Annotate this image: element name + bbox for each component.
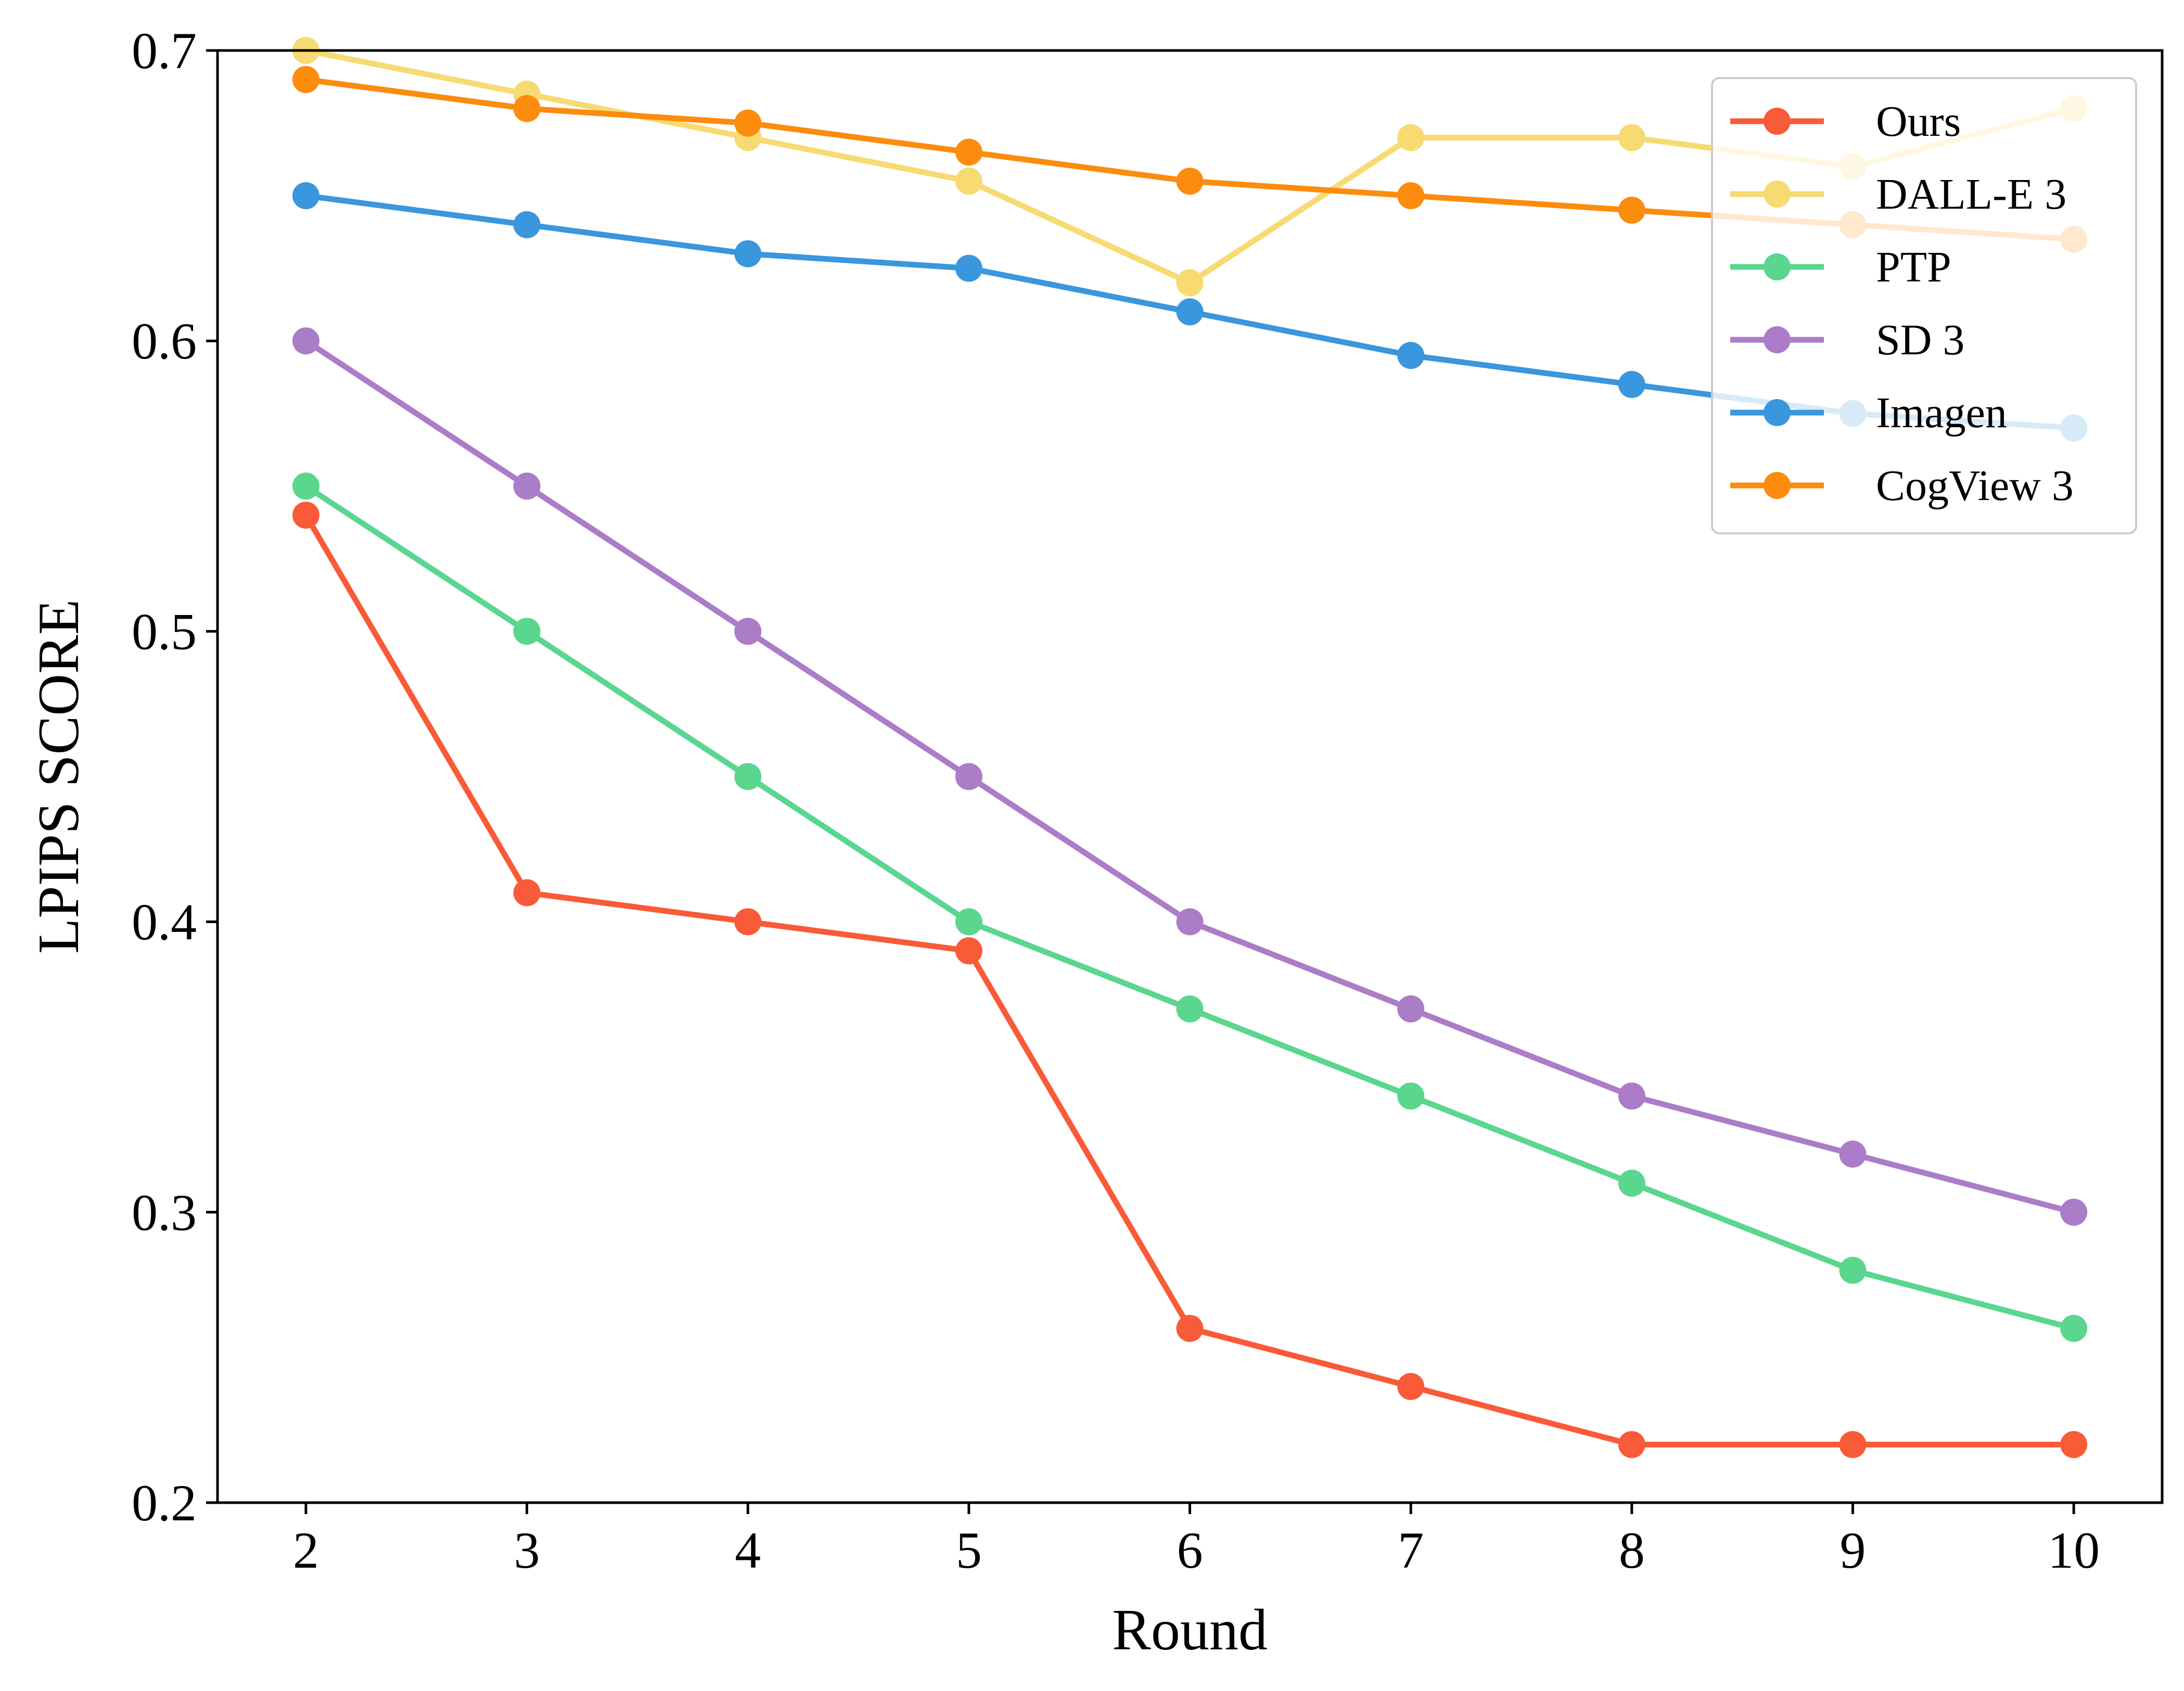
series-ptp [292, 472, 2088, 1342]
data-point [1176, 269, 1204, 297]
series-line [303, 512, 2077, 1447]
legend-label: DALL-E 3 [1876, 170, 2066, 219]
data-point [1618, 1431, 1645, 1458]
x-tick-label: 10 [2048, 1521, 2100, 1579]
legend-marker [1764, 399, 1791, 426]
y-axis: 0.2 0.3 0.4 0.5 0.6 0.7 [132, 22, 218, 1532]
data-point [292, 66, 320, 93]
series-ours [292, 502, 2088, 1458]
x-tick-label: 9 [1840, 1521, 1866, 1579]
data-point [955, 937, 982, 965]
y-tick-label: 0.2 [132, 1474, 197, 1532]
data-point [734, 618, 762, 645]
data-point [1618, 1082, 1645, 1110]
data-point [955, 908, 982, 936]
data-point [513, 472, 541, 500]
data-point [734, 240, 762, 267]
x-tick-label: 6 [1177, 1521, 1203, 1579]
data-point [1397, 124, 1425, 151]
y-tick-label: 0.7 [132, 22, 197, 80]
data-point [1618, 124, 1645, 151]
data-point [2060, 1431, 2088, 1458]
legend-marker [1764, 108, 1791, 135]
data-point [292, 327, 320, 355]
data-point [734, 109, 762, 137]
legend-item: Imagen [1730, 389, 2007, 437]
data-point [2060, 1198, 2088, 1226]
data-point [1397, 182, 1425, 210]
data-point [1397, 1373, 1425, 1400]
legend-item: CogView 3 [1730, 462, 2074, 510]
data-point [955, 168, 982, 195]
legend-marker [1764, 253, 1791, 280]
data-point [292, 502, 320, 529]
x-tick-label: 2 [293, 1521, 319, 1579]
x-axis-title: Round [1112, 1598, 1268, 1662]
data-point [513, 211, 541, 238]
x-tick-label: 4 [735, 1521, 761, 1579]
legend-label: Imagen [1876, 389, 2007, 437]
data-point [292, 472, 320, 500]
data-point [1176, 908, 1204, 936]
data-point [2060, 1315, 2088, 1342]
data-point [1397, 342, 1425, 369]
data-point [1176, 995, 1204, 1023]
data-point [1618, 197, 1645, 224]
data-point [1397, 1082, 1425, 1110]
data-point [1176, 298, 1204, 326]
x-tick-label: 3 [514, 1521, 540, 1579]
legend-item: Ours [1730, 97, 1961, 146]
data-point [1839, 1431, 1867, 1458]
y-tick-label: 0.4 [132, 893, 197, 951]
data-point [1397, 995, 1425, 1023]
y-axis-title: LPIPS SCORE [27, 599, 91, 954]
legend-item: PTP [1730, 243, 1951, 291]
x-axis: 2 3 4 5 6 7 8 9 10 [293, 1503, 2100, 1579]
data-point [734, 763, 762, 790]
legend-marker [1764, 326, 1791, 353]
series-sd-3 [292, 327, 2088, 1226]
data-point [1839, 1257, 1867, 1284]
legend-item: DALL-E 3 [1730, 170, 2066, 219]
data-point [955, 254, 982, 282]
data-point [513, 879, 541, 906]
legend-label: PTP [1876, 243, 1951, 291]
data-point [1618, 1169, 1645, 1197]
legend-label: CogView 3 [1876, 462, 2074, 510]
legend-marker [1764, 181, 1791, 208]
series-line [303, 483, 2077, 1331]
data-point [1176, 1315, 1204, 1342]
data-point [1618, 370, 1645, 398]
data-point [292, 182, 320, 210]
data-point [734, 908, 762, 936]
data-point [513, 618, 541, 645]
x-tick-label: 5 [956, 1521, 982, 1579]
y-tick-label: 0.6 [132, 312, 197, 370]
data-point [513, 95, 541, 122]
legend-label: SD 3 [1876, 316, 1964, 364]
legend: Ours DALL-E 3 PTP SD 3 Imagen CogView 3 [1711, 77, 2137, 534]
legend-item: SD 3 [1730, 316, 1964, 364]
x-tick-label: 8 [1619, 1521, 1645, 1579]
data-point [955, 138, 982, 166]
legend-marker [1764, 472, 1791, 499]
data-point [955, 763, 982, 790]
y-tick-label: 0.3 [132, 1184, 197, 1241]
data-point [1839, 1141, 1867, 1168]
data-point [1176, 168, 1204, 195]
legend-label: Ours [1876, 97, 1961, 146]
y-tick-label: 0.5 [132, 603, 197, 660]
x-tick-label: 7 [1398, 1521, 1424, 1579]
